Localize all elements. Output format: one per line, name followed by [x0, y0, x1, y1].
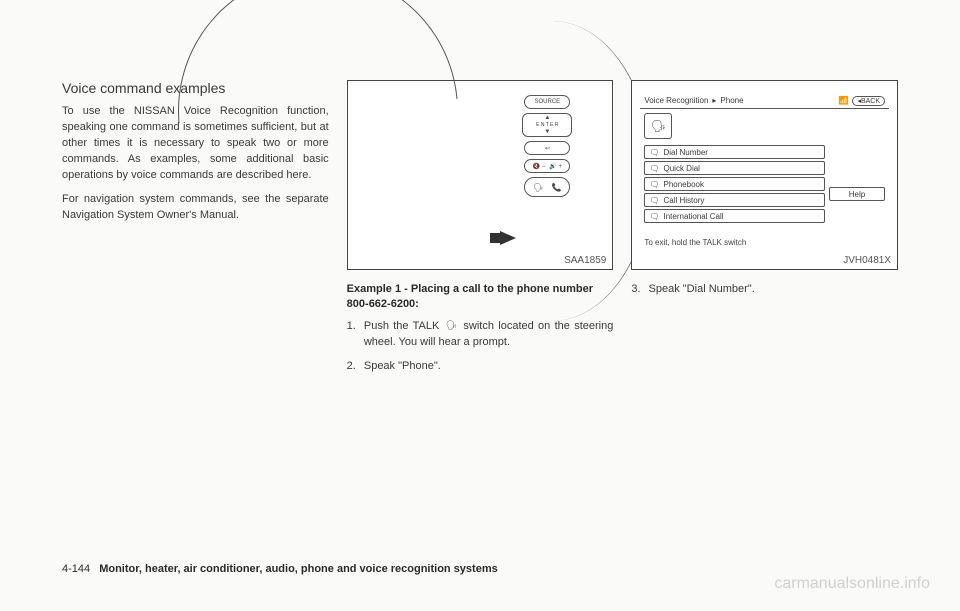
screen-header: Voice Recognition ▸ Phone 📶 ◂BACK — [640, 93, 889, 109]
enter-rocker-button: ▲ E N T E R ▼ — [522, 113, 572, 137]
vol-minus-icon: 🔇 − — [533, 163, 546, 170]
menu-item: 🗨 International Call — [644, 209, 825, 223]
help-button: Help — [829, 187, 885, 201]
screen-body-top: 🗣 — [640, 109, 889, 143]
figure-code: JVH0481X — [843, 255, 891, 266]
figure-voice-screen: Voice Recognition ▸ Phone 📶 ◂BACK 🗣 — [631, 80, 898, 270]
talk-icon: 🗣 — [533, 183, 543, 192]
figure-steering-buttons: SOURCE ▲ E N T E R ▼ ↩ 🔇 − 🔊 + 🗣 📞 — [347, 80, 614, 270]
pointer-arrow-icon — [500, 231, 516, 245]
page-number: 4-144 — [62, 563, 90, 575]
vol-plus-icon: 🔊 + — [549, 163, 562, 170]
button-stack: SOURCE ▲ E N T E R ▼ ↩ 🔇 − 🔊 + 🗣 📞 — [518, 95, 576, 197]
step-list: 3. Speak "Dial Number". — [631, 282, 898, 298]
manual-page: Voice command examples To use the NISSAN… — [0, 0, 960, 383]
column-2: SOURCE ▲ E N T E R ▼ ↩ 🔇 − 🔊 + 🗣 📞 — [347, 80, 614, 383]
step-number: 1. — [347, 319, 356, 351]
step-list: 1. Push the TALK 🗣 switch located on the… — [347, 319, 614, 375]
section-title: Monitor, heater, air conditioner, audio,… — [99, 563, 498, 575]
step-text: Speak "Dial Number". — [649, 282, 898, 298]
volume-button: 🔇 − 🔊 + — [524, 159, 570, 173]
menu-label: Quick Dial — [664, 164, 700, 173]
screen-footer-text: To exit, hold the TALK switch — [644, 238, 746, 247]
down-triangle-icon: ▼ — [544, 129, 550, 135]
menu-label: Phonebook — [664, 180, 704, 189]
source-button: SOURCE — [524, 95, 570, 109]
screen-menu-row: 🗨 Dial Number 🗨 Quick Dial 🗨 Phonebook 🗨 Cal… — [640, 145, 889, 223]
breadcrumb-item: Phone — [720, 96, 743, 105]
up-triangle-icon: ▲ — [544, 115, 550, 121]
step-text-part: Push the TALK — [364, 320, 439, 332]
talk-phone-button: 🗣 📞 — [524, 177, 570, 197]
quote-icon: 🗨 — [649, 148, 659, 157]
menu-label: Call History — [664, 196, 705, 205]
step-item: 3. Speak "Dial Number". — [631, 282, 898, 298]
step-text: Speak "Phone". — [364, 359, 613, 375]
back-pill: ◂BACK — [852, 96, 885, 106]
step-item: 2. Speak "Phone". — [347, 359, 614, 375]
phone-icon: 📞 — [551, 183, 561, 192]
speaker-icon: 🗣 — [651, 119, 666, 133]
menu-label: International Call — [664, 212, 724, 221]
back-button: ↩ — [524, 141, 570, 155]
enter-label: E N T E R — [536, 122, 558, 128]
breadcrumb: Voice Recognition ▸ Phone — [644, 96, 743, 105]
header-right: 📶 ◂BACK — [838, 96, 885, 106]
step-text: Push the TALK 🗣 switch located on the st… — [364, 319, 613, 351]
step-number: 3. — [631, 282, 640, 298]
screen-frame: Voice Recognition ▸ Phone 📶 ◂BACK 🗣 — [640, 93, 889, 249]
figure-code: SAA1859 — [564, 255, 606, 266]
menu-item: 🗨 Quick Dial — [644, 161, 825, 175]
chevron-right-icon: ▸ — [712, 96, 716, 105]
watermark: carmanualsonline.info — [774, 575, 930, 593]
menu-label: Dial Number — [664, 148, 708, 157]
quote-icon: 🗨 — [649, 212, 659, 221]
step-number: 2. — [347, 359, 356, 375]
menu-list: 🗨 Dial Number 🗨 Quick Dial 🗨 Phonebook 🗨 Cal… — [644, 145, 825, 223]
talk-icon: 🗣 — [446, 319, 457, 332]
menu-item: 🗨 Phonebook — [644, 177, 825, 191]
quote-icon: 🗨 — [649, 180, 659, 189]
menu-item: 🗨 Call History — [644, 193, 825, 207]
menu-item: 🗨 Dial Number — [644, 145, 825, 159]
breadcrumb-item: Voice Recognition — [644, 96, 708, 105]
signal-icon: 📶 — [838, 96, 848, 105]
quote-icon: 🗨 — [649, 164, 659, 173]
page-footer: 4-144 Monitor, heater, air conditioner, … — [62, 563, 498, 575]
back-label: BACK — [861, 98, 880, 105]
speaker-tile: 🗣 — [644, 113, 672, 139]
column-3: Voice Recognition ▸ Phone 📶 ◂BACK 🗣 — [631, 80, 898, 383]
step-item: 1. Push the TALK 🗣 switch located on the… — [347, 319, 614, 351]
quote-icon: 🗨 — [649, 196, 659, 205]
